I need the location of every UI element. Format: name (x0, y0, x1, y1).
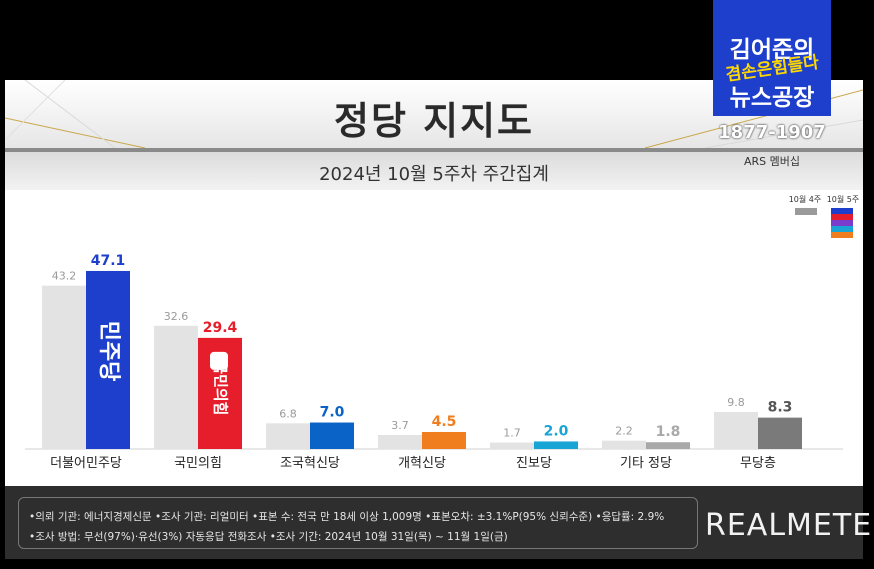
bar-prev-4 (490, 442, 534, 449)
legend-curr-swatch-1 (831, 214, 853, 220)
category-label-6: 무당층 (740, 456, 776, 471)
value-label-prev-5: 2.2 (615, 425, 633, 438)
bar-curr-2 (310, 422, 354, 449)
category-label-3: 개혁신당 (398, 456, 446, 471)
show-logo-line1: 김어준의 (729, 37, 815, 63)
category-label-5: 기타 정당 (620, 456, 672, 471)
bar-prev-2 (266, 423, 310, 449)
page-subtitle: 2024년 10월 5주차 주간집계 (319, 164, 549, 185)
bar-chart-canvas: 43.2 47.1 더불어민주당 32.6 29.4 국민의힘 6.8 7.0 조국혁신당 3.7… (25, 194, 860, 471)
bar-prev-3 (378, 435, 422, 449)
bar-prev-1 (154, 325, 198, 449)
bar-curr-6 (758, 417, 802, 449)
brand-logo-text: REALMETER (705, 508, 874, 543)
legend-curr-swatch-3 (831, 226, 853, 232)
bar-prev-6 (714, 411, 758, 449)
page-title: 정당 지지도 (333, 99, 535, 143)
bar-chart: 43.2 47.1 더불어민주당 32.6 29.4 국민의힘 6.8 7.0 조국혁신당 3.7… (5, 190, 863, 486)
category-label-1: 국민의힘 (174, 456, 222, 471)
bar-curr-4 (534, 441, 578, 449)
subtitle-band: 2024년 10월 5주차 주간집계 (5, 148, 863, 190)
category-label-0: 더불어민주당 (50, 456, 122, 471)
bar-curr-0 (86, 270, 130, 449)
value-label-curr-2: 7.0 (320, 405, 345, 421)
survey-info-box: •의뢰 기관: 에너지경제신문 •조사 기관: 리얼미터 •표본 수: 전국 만… (18, 497, 698, 549)
value-label-curr-5: 1.8 (656, 424, 681, 440)
legend-curr-swatch-4 (831, 232, 853, 238)
bar-curr-3 (422, 431, 466, 449)
value-label-curr-4: 2.0 (544, 423, 569, 439)
value-label-prev-2: 6.8 (279, 407, 297, 420)
value-label-prev-4: 1.7 (503, 427, 521, 440)
legend-prev-label: 10월 4주 (789, 194, 822, 204)
value-label-prev-1: 32.6 (164, 310, 189, 323)
value-label-curr-6: 8.3 (768, 400, 793, 416)
bar-curr-5 (646, 442, 690, 449)
hotline-number: 1877-1907 (718, 122, 826, 143)
legend-curr-swatch-2 (831, 220, 853, 226)
show-logo: 김어준의 겸손은힘들다 뉴스공장 (713, 0, 831, 116)
ppp-party-logo: 국민의힘 (212, 360, 230, 415)
show-logo-line3: 뉴스공장 (729, 85, 815, 111)
category-label-2: 조국혁신당 (280, 456, 340, 471)
survey-info-line1: •의뢰 기관: 에너지경제신문 •조사 기관: 리얼미터 •표본 수: 전국 만… (29, 511, 665, 523)
legend-prev-swatch (795, 208, 817, 215)
footer: •의뢰 기관: 에너지경제신문 •조사 기관: 리얼미터 •표본 수: 전국 만… (5, 486, 874, 559)
value-label-curr-3: 4.5 (432, 414, 457, 430)
legend-curr-label: 10월 5주 (827, 194, 860, 204)
survey-info-line2: •조사 방법: 무선(97%)·유선(3%) 자동응답 전화조사 •조사 기간:… (29, 531, 508, 543)
ars-label: ARS 멤버십 (743, 155, 800, 168)
value-label-prev-3: 3.7 (391, 419, 409, 432)
legend-curr-swatch-0 (831, 208, 853, 214)
value-label-prev-0: 43.2 (52, 270, 77, 283)
bar-prev-5 (602, 440, 646, 449)
value-label-prev-6: 9.8 (727, 396, 745, 409)
category-label-4: 진보당 (516, 456, 552, 471)
dp-party-logo: 민주당 (96, 321, 121, 382)
value-label-curr-0: 47.1 (91, 253, 126, 269)
ppp-logo-mark (210, 351, 228, 370)
value-label-curr-1: 29.4 (203, 320, 238, 336)
bar-prev-0 (42, 285, 86, 449)
